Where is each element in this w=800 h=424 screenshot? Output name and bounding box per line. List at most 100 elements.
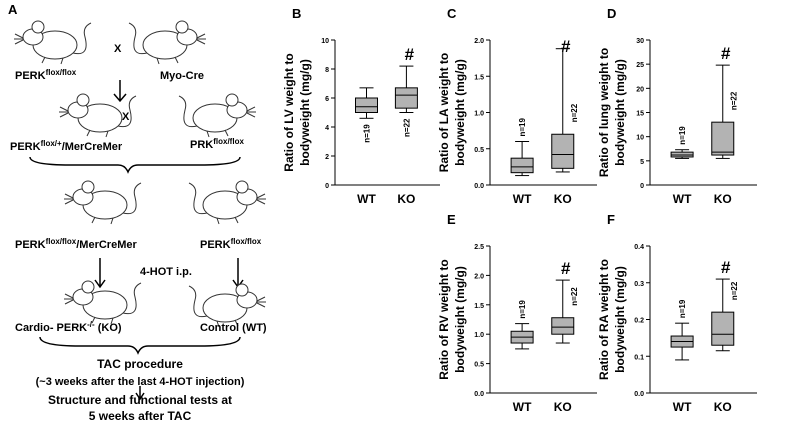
y-tick-label: 15 [636, 111, 644, 118]
panel-label: E [447, 212, 456, 227]
label-text: PRK [190, 139, 213, 151]
mouse-icon [14, 20, 92, 65]
y-axis-label: bodyweight (mg/g) [613, 266, 627, 373]
mouse-ear [81, 280, 95, 294]
mouse-tail [117, 95, 137, 128]
mouse-legs [216, 216, 239, 225]
mouse-tail [128, 22, 148, 55]
label-text: (~3 weeks after the last 4-HOT injection… [36, 376, 245, 388]
diagram-label: PERKflox/flox [200, 237, 262, 251]
y-tick-label: 1.0 [474, 332, 484, 339]
y-axis-label: Ratio of RA weight to [597, 259, 611, 380]
diagram-label: Myo-Cre [160, 70, 204, 82]
y-tick-label: 2 [325, 154, 329, 161]
y-tick-label: 10 [636, 135, 644, 142]
significance-mark: # [561, 37, 571, 56]
y-tick-label: 0.5 [474, 362, 484, 369]
mouse-icon [178, 93, 256, 138]
box [551, 133, 575, 169]
label-suffix: (KO) [95, 322, 122, 334]
label-text: Control (WT) [200, 322, 267, 334]
mouse-tail [122, 182, 142, 215]
mouse-whiskers [64, 293, 74, 305]
label-superscript: flox/flox [213, 137, 244, 146]
mouse-whiskers [256, 296, 266, 308]
mouse-ear [81, 180, 95, 194]
mouse-ear [31, 20, 45, 34]
mouse-icon [64, 180, 142, 225]
x-tick-label: KO [554, 192, 572, 206]
y-tick-label: 0.0 [634, 391, 644, 398]
n-label: n=19 [678, 299, 687, 318]
diagram-label: Structure and functional tests at [48, 393, 232, 407]
y-axis-label: bodyweight (mg/g) [453, 59, 467, 166]
label-text: Myo-Cre [160, 70, 204, 82]
diagram-label: PERKflox/flox/MerCreMer [15, 237, 137, 251]
label-superscript: flox/+ [41, 139, 62, 148]
significance-mark: # [721, 44, 731, 63]
box [711, 121, 735, 156]
y-tick-label: 10 [321, 38, 329, 45]
label-text: PERK [10, 141, 41, 153]
diagram-label: PERKflox/flox [15, 68, 77, 82]
box [355, 97, 378, 113]
mouse-icon [128, 20, 206, 65]
x-tick-label: WT [513, 192, 532, 206]
mouse-ear [235, 180, 249, 194]
label-superscript: flox/flox [46, 68, 77, 77]
panel-label: C [447, 6, 457, 21]
significance-mark: # [721, 258, 731, 277]
mouse-icon [59, 93, 137, 138]
panel-label: F [607, 212, 615, 227]
mouse-icon [188, 180, 266, 225]
box [510, 157, 534, 174]
box [551, 317, 575, 335]
label-text: PERK [15, 239, 46, 251]
y-axis-label: Ratio of LA weight to [437, 53, 451, 173]
y-tick-label: 0.3 [634, 281, 644, 288]
label-text: X [114, 43, 122, 55]
y-tick-label: 0.0 [474, 183, 484, 190]
mouse-whiskers [14, 33, 24, 45]
y-tick-label: 8 [325, 67, 329, 74]
y-tick-label: 6 [325, 96, 329, 103]
diagram-label: (~3 weeks after the last 4-HOT injection… [36, 376, 245, 388]
mouse-tail [188, 182, 208, 215]
label-text: PERK [15, 70, 46, 82]
label-text: 4-HOT i.p. [140, 266, 192, 278]
diagram-label: PERKflox/+/MerCreMer [10, 139, 123, 153]
y-axis-label: bodyweight (mg/g) [613, 59, 627, 166]
y-tick-label: 4 [325, 125, 329, 132]
mouse-ear [225, 93, 239, 107]
mouse-icon [188, 283, 266, 328]
n-label: n=22 [402, 118, 411, 137]
panel-label: D [607, 6, 616, 21]
label-text: TAC procedure [97, 357, 183, 371]
diagram-label: 4-HOT i.p. [140, 266, 192, 278]
box [394, 87, 418, 109]
x-tick-label: KO [714, 400, 732, 414]
label-suffix: /MerCreMer [62, 141, 123, 153]
mouse-legs [91, 316, 114, 325]
label-superscript: -/- [87, 320, 95, 329]
diagram-label: 5 weeks after TAC [89, 409, 192, 423]
y-tick-label: 25 [636, 62, 644, 69]
label-suffix: /MerCreMer [76, 239, 137, 251]
mouse-whiskers [246, 106, 256, 118]
mouse-tail [178, 95, 198, 128]
n-label: n=19 [518, 117, 527, 136]
y-tick-label: 5 [640, 159, 644, 166]
x-tick-label: KO [554, 400, 572, 414]
mouse-whiskers [59, 106, 69, 118]
y-tick-label: 2.5 [474, 244, 484, 251]
n-label: n=19 [363, 124, 372, 143]
diagram-label: TAC procedure [97, 357, 183, 371]
label-text: X [122, 111, 130, 123]
y-axis-label: Ratio of LV weight to [282, 53, 296, 171]
label-text: PERK [200, 239, 231, 251]
n-label: n=19 [518, 300, 527, 319]
x-tick-label: WT [673, 192, 692, 206]
y-tick-label: 1.5 [474, 303, 484, 310]
panel-label: B [292, 6, 301, 21]
